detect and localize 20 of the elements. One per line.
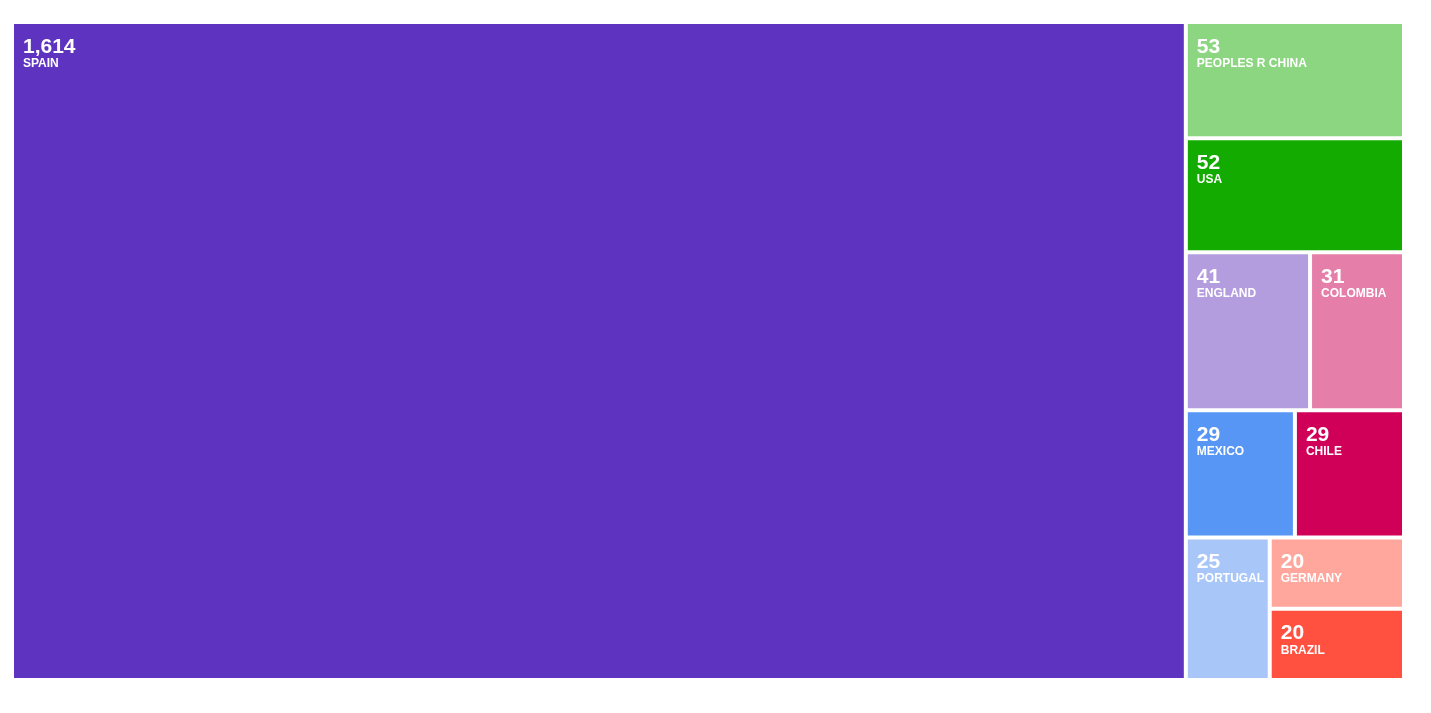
- category-label: SPAIN: [23, 56, 59, 70]
- category-label: BRAZIL: [1280, 642, 1325, 657]
- data-label: 20: [1280, 620, 1305, 644]
- data-label: 29: [1305, 421, 1330, 445]
- category-label: USA: [1196, 172, 1223, 187]
- data-label: 41: [1196, 263, 1221, 287]
- category-label: GERMANY: [1280, 571, 1343, 586]
- category-label: COLOMBIA: [1321, 286, 1387, 301]
- category-label: MEXICO: [1196, 444, 1245, 459]
- category-label: PEOPLES R CHINA: [1196, 56, 1308, 70]
- data-label: 52: [1196, 149, 1221, 173]
- data-label: 25: [1196, 548, 1221, 572]
- data-label: 1,614: [23, 33, 76, 57]
- category-label: CHILE: [1305, 444, 1342, 459]
- category-label: PORTUGAL: [1196, 571, 1265, 586]
- data-label: 31: [1321, 263, 1345, 287]
- data-label: 53: [1196, 33, 1221, 57]
- data-label: 29: [1196, 421, 1221, 445]
- category-label: ENGLAND: [1196, 286, 1257, 301]
- data-label: 20: [1280, 548, 1305, 572]
